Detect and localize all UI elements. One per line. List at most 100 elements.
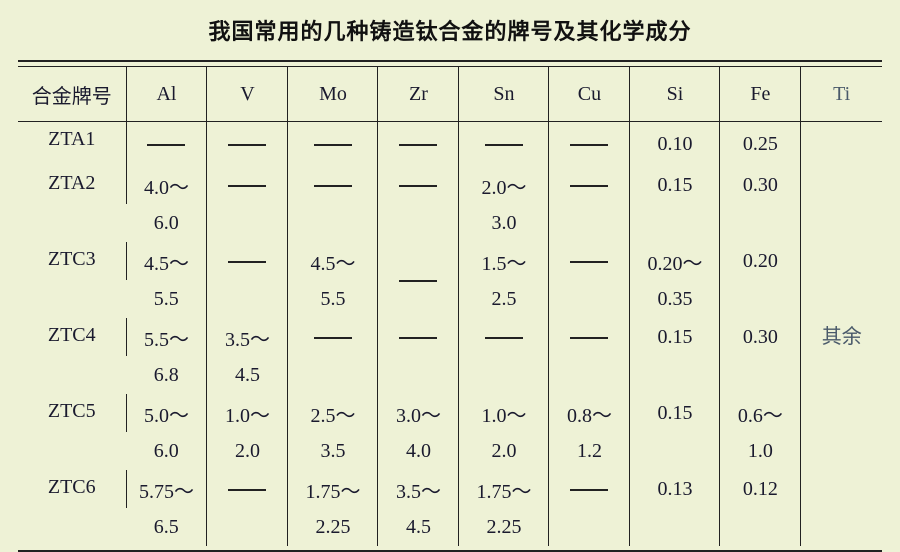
cell-mo: [288, 122, 378, 167]
cell-mo: [288, 318, 378, 356]
alloy-id: ZTC6: [18, 470, 126, 546]
composition-table: 合金牌号 Al V Mo Zr Sn Cu Si Fe Ti ZTA10.100…: [18, 60, 882, 552]
table-row: ZTC45.5～3.5～0.150.30: [18, 318, 882, 356]
cell-si: 0.15: [630, 166, 720, 204]
cell-si: 0.35: [630, 280, 720, 318]
col-header-si: Si: [630, 67, 720, 122]
dash-icon: [570, 144, 608, 146]
cell-cu: [549, 280, 630, 318]
alloy-id: ZTC4: [18, 318, 126, 394]
cell-zr: [378, 204, 459, 242]
cell-al: 5.0～: [126, 394, 207, 432]
dash-icon: [147, 144, 185, 146]
cell-mo: 2.5～: [288, 394, 378, 432]
cell-fe: 0.20: [720, 242, 801, 280]
table-body: ZTA10.100.25其余ZTA24.0～2.0～0.150.306.03.0…: [18, 122, 882, 552]
cell-sn: 3.0: [459, 204, 549, 242]
cell-v: [207, 470, 288, 508]
cell-cu: [549, 166, 630, 204]
page-wrap: 我国常用的几种铸造钛合金的牌号及其化学成分 合金牌号 Al V Mo Zr Sn…: [0, 0, 900, 552]
cell-v: [207, 166, 288, 204]
col-header-cu: Cu: [549, 67, 630, 122]
dash-icon: [570, 337, 608, 339]
table-row: 6.52.254.52.25: [18, 508, 882, 546]
alloy-id: ZTA1: [18, 122, 126, 167]
cell-v: [207, 122, 288, 167]
cell-al: 6.5: [126, 508, 207, 546]
col-header-al: Al: [126, 67, 207, 122]
dash-icon: [485, 144, 523, 146]
dash-icon: [570, 489, 608, 491]
cell-cu: [549, 508, 630, 546]
cell-fe: 0.30: [720, 318, 801, 356]
cell-mo: 3.5: [288, 432, 378, 470]
dash-icon: [314, 144, 352, 146]
cell-si: 0.15: [630, 318, 720, 356]
dash-icon: [228, 489, 266, 491]
cell-v: 1.0～: [207, 394, 288, 432]
cell-cu: [549, 122, 630, 167]
col-header-mo: Mo: [288, 67, 378, 122]
cell-zr: [378, 122, 459, 167]
col-header-v: V: [207, 67, 288, 122]
table-row: ZTC34.5～4.5～1.5～0.20～0.20: [18, 242, 882, 280]
alloy-id: ZTC3: [18, 242, 126, 318]
col-header-fe: Fe: [720, 67, 801, 122]
cell-fe: [720, 280, 801, 318]
col-header-ti: Ti: [801, 67, 882, 122]
table-row: ZTA10.100.25其余: [18, 122, 882, 167]
table-header-row: 合金牌号 Al V Mo Zr Sn Cu Si Fe Ti: [18, 67, 882, 122]
cell-zr: 3.5～: [378, 470, 459, 508]
cell-al: 5.5～: [126, 318, 207, 356]
cell-fe: [720, 204, 801, 242]
cell-fe: 1.0: [720, 432, 801, 470]
cell-mo: [288, 204, 378, 242]
cell-al: 6.0: [126, 432, 207, 470]
cell-zr: [378, 356, 459, 394]
table-row: ZTA24.0～2.0～0.150.30: [18, 166, 882, 204]
cell-zr: [378, 166, 459, 204]
page-title: 我国常用的几种铸造钛合金的牌号及其化学成分: [18, 14, 882, 46]
col-header-sn: Sn: [459, 67, 549, 122]
cell-sn: 1.75～: [459, 470, 549, 508]
dash-icon: [314, 185, 352, 187]
cell-mo: 1.75～: [288, 470, 378, 508]
dash-icon: [399, 144, 437, 146]
dash-icon: [570, 261, 608, 263]
dash-icon: [399, 185, 437, 187]
cell-si: 0.20～: [630, 242, 720, 280]
cell-v: [207, 242, 288, 280]
alloy-id: ZTA2: [18, 166, 126, 242]
cell-ti-merged: 其余: [801, 122, 882, 547]
cell-mo: 4.5～: [288, 242, 378, 280]
cell-sn: 1.5～: [459, 242, 549, 280]
table-row: 6.02.03.54.02.01.21.0: [18, 432, 882, 470]
cell-cu: [549, 356, 630, 394]
dash-icon: [228, 261, 266, 263]
cell-al: 6.0: [126, 204, 207, 242]
alloy-id: ZTC5: [18, 394, 126, 470]
cell-sn: 2.0: [459, 432, 549, 470]
dash-icon: [314, 337, 352, 339]
cell-sn: 1.0～: [459, 394, 549, 432]
dash-icon: [399, 337, 437, 339]
cell-si: [630, 508, 720, 546]
cell-cu: [549, 242, 630, 280]
cell-si: 0.15: [630, 394, 720, 432]
cell-sn: [459, 122, 549, 167]
cell-sn: [459, 318, 549, 356]
cell-zr: 4.5: [378, 508, 459, 546]
cell-sn: 2.5: [459, 280, 549, 318]
cell-cu: [549, 204, 630, 242]
cell-al: 4.0～: [126, 166, 207, 204]
cell-v: 2.0: [207, 432, 288, 470]
cell-v: 4.5: [207, 356, 288, 394]
cell-sn: [459, 356, 549, 394]
cell-fe: [720, 356, 801, 394]
cell-zr: [378, 318, 459, 356]
cell-fe: [720, 508, 801, 546]
cell-al: 4.5～: [126, 242, 207, 280]
cell-al: 5.75～: [126, 470, 207, 508]
cell-fe: 0.25: [720, 122, 801, 167]
table-row: 6.0 3.0: [18, 204, 882, 242]
